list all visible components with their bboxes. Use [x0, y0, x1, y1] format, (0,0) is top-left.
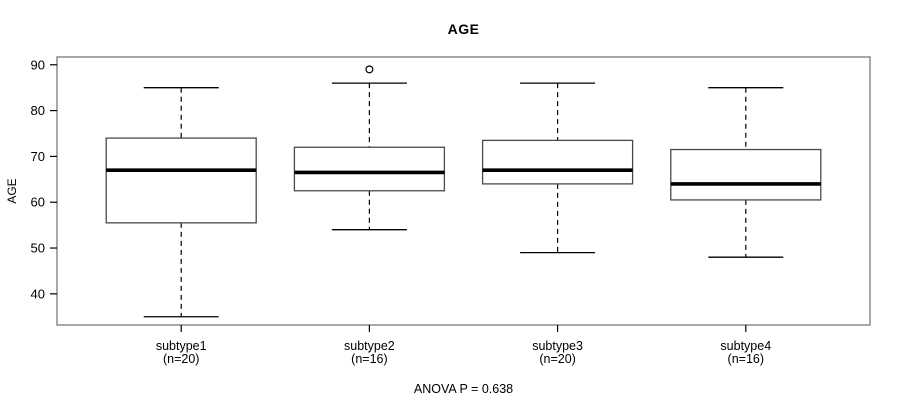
y-tick-label: 50 [31, 241, 45, 256]
boxplot-group-subtype3: subtype3(n=20) [481, 82, 634, 366]
category-sublabel: (n=16) [351, 352, 387, 366]
y-tick-label: 90 [31, 57, 45, 72]
boxplot-group-subtype4: subtype4(n=16) [670, 87, 822, 366]
plot-frame [56, 56, 871, 326]
iqr-box [293, 146, 446, 192]
category-sublabel: (n=20) [163, 352, 199, 366]
boxplot-group-subtype1: subtype1(n=20) [105, 87, 257, 366]
y-tick-label: 80 [31, 103, 45, 118]
category-sublabel: (n=16) [728, 352, 764, 366]
y-tick-label: 40 [31, 286, 45, 301]
chart-title: AGE [447, 21, 480, 37]
category-label: subtype1 [156, 339, 207, 353]
category-label: subtype2 [344, 339, 395, 353]
category-sublabel: (n=20) [539, 352, 575, 366]
boxplot-group-subtype2: subtype2(n=16) [293, 65, 446, 366]
y-tick-label: 60 [31, 195, 45, 210]
category-label: subtype3 [532, 339, 583, 353]
outlier-point [365, 65, 374, 74]
iqr-box [670, 148, 822, 201]
iqr-box [481, 139, 634, 185]
anova-p-annotation: ANOVA P = 0.638 [413, 382, 514, 396]
iqr-box [105, 137, 257, 224]
y-tick-label: 70 [31, 149, 45, 164]
category-label: subtype4 [720, 339, 771, 353]
